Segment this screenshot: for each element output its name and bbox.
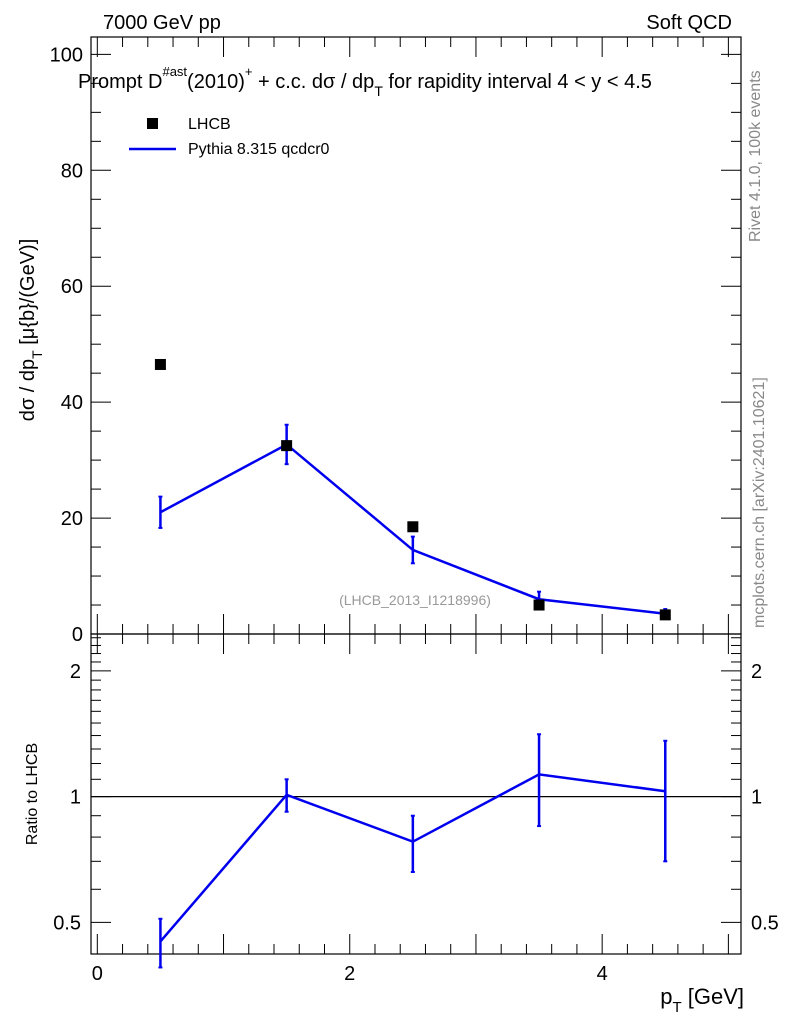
ratio-y-tick-label-right: 0.5 (751, 912, 779, 934)
ratio-y-axis-label: Ratio to LHCB (24, 743, 41, 845)
main-data-series (154, 358, 671, 621)
rivet-label: Rivet 4.1.0, 100k events (747, 70, 764, 242)
main-y-tick-label: 80 (61, 160, 83, 182)
category-label: Soft QCD (646, 12, 732, 34)
main-y-tick-label: 40 (61, 392, 83, 414)
main-y-tick-label: 60 (61, 276, 83, 298)
main-y-tick-label: 0 (72, 624, 83, 646)
main-y-axis: 0 20 40 60 80 100 (50, 44, 741, 646)
plot-title: Prompt D#ast(2010)+ + c.c. dσ / dpT for … (78, 64, 652, 99)
x-tick-label: 4 (597, 963, 608, 985)
main-y-tick-label: 100 (50, 44, 83, 66)
analysis-watermark: (LHCB_2013_I1218996) (339, 592, 491, 608)
x-axis: 0 2 4 (92, 37, 729, 985)
main-y-tick-label: 20 (61, 508, 83, 530)
x-tick-label: 2 (344, 963, 355, 985)
data-point (281, 440, 293, 452)
legend-mc-label: Pythia 8.315 qcdcr0 (188, 141, 330, 158)
ratio-mc-series (158, 733, 668, 969)
ratio-plot-frame (90, 633, 742, 955)
data-point (533, 599, 545, 611)
mcplots-label: mcplots.cern.ch [arXiv:2401.10621] (751, 377, 768, 628)
ratio-y-tick-label-left: 0.5 (53, 912, 81, 934)
ratio-y-tick-label-right: 1 (751, 787, 762, 809)
data-point (154, 358, 166, 370)
ratio-y-tick-label-left: 1 (70, 787, 81, 809)
legend-data-label: LHCB (188, 116, 231, 133)
legend-data-marker (147, 118, 158, 129)
energy-label: 7000 GeV pp (103, 12, 221, 34)
x-axis-label: pT [GeV] (660, 984, 744, 1016)
ratio-y-axis: 0.5 0.5 1 1 2 2 (53, 637, 779, 934)
main-y-axis-label: dσ / dpT [μ{b}/(GeV)] (17, 239, 45, 422)
x-tick-label: 0 (92, 963, 103, 985)
data-point (407, 521, 419, 533)
ratio-y-tick-label-right: 2 (751, 661, 762, 683)
ratio-y-tick-label-left: 2 (70, 661, 81, 683)
data-point (659, 609, 671, 621)
main-mc-series (158, 423, 668, 620)
